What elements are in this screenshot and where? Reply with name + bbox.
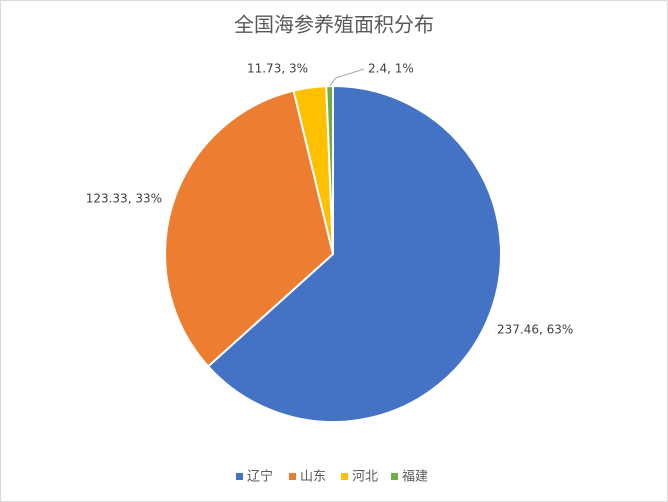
legend-label: 福建 [402,470,428,485]
pie-slice [206,84,502,423]
data-label: 11.73, 3% [247,62,308,76]
data-label: 237.46, 63% [497,323,573,337]
legend-label: 河北 [352,470,378,485]
data-label: 2.4, 1% [368,62,414,76]
legend-swatch [391,473,398,480]
legend-swatch [236,473,243,480]
legend-label: 辽宁 [247,469,273,485]
legend-label: 山东 [300,470,326,485]
legend-swatch [341,473,348,480]
pie-slice [164,89,335,368]
legend-swatch [289,473,296,480]
data-label: 123.33, 33% [86,192,162,206]
chart-title: 全国海参养殖面积分布 [234,13,434,37]
leader-line [329,68,365,87]
